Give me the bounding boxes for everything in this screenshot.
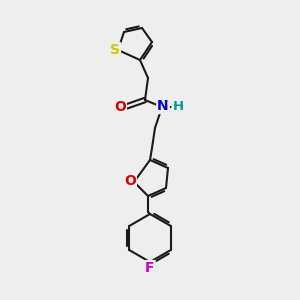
Text: F: F <box>145 261 155 275</box>
Text: H: H <box>172 100 184 112</box>
Text: O: O <box>124 174 136 188</box>
Text: S: S <box>110 43 120 57</box>
Text: O: O <box>114 100 126 114</box>
Text: N: N <box>157 99 169 113</box>
